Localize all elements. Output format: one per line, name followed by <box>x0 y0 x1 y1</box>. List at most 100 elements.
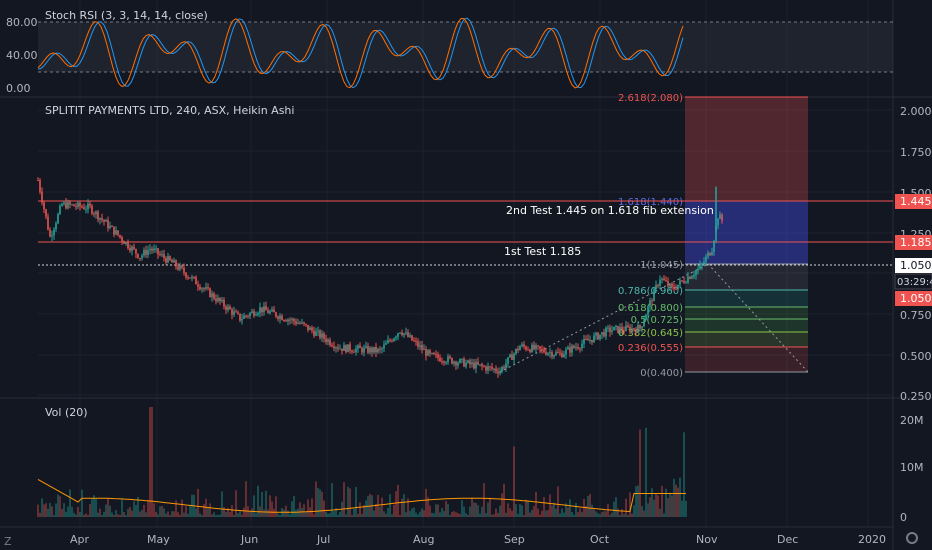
candle-body <box>649 300 651 307</box>
candle-body <box>137 253 139 259</box>
candle-body <box>611 330 613 332</box>
volume-bar <box>511 510 513 517</box>
candle-body <box>105 220 107 222</box>
candle-body <box>303 322 305 324</box>
volume-bar <box>295 509 297 517</box>
volume-bar <box>81 489 83 517</box>
volume-bar <box>141 509 143 517</box>
candle-body <box>585 339 587 341</box>
candle-body <box>221 299 223 302</box>
candle-body <box>515 348 517 354</box>
volume-bar <box>149 407 151 517</box>
candle-body <box>613 326 615 331</box>
volume-bar <box>587 495 589 517</box>
volume-bar <box>195 508 197 517</box>
candle-body <box>317 330 319 332</box>
volume-bar <box>127 508 129 517</box>
volume-bar <box>181 499 183 517</box>
candle-body <box>421 345 423 350</box>
volume-bar <box>107 498 109 517</box>
candle-body <box>103 219 105 222</box>
volume-bar <box>557 486 559 517</box>
candle-body <box>447 356 449 363</box>
candle-body <box>359 345 361 349</box>
candle-body <box>127 241 129 249</box>
volume-bar <box>321 491 323 517</box>
zoom-icon[interactable]: Z <box>4 535 12 548</box>
fib-label-1: 1.618(1.440) <box>618 197 683 208</box>
candle-body <box>61 204 63 206</box>
candle-body <box>93 213 95 215</box>
candle-body <box>321 333 323 338</box>
candle-body <box>285 320 287 322</box>
candle-body <box>301 322 303 324</box>
candle-body <box>393 338 395 342</box>
candle-body <box>687 276 689 283</box>
price-tag-1185-text: 1.185 <box>900 236 932 249</box>
candle-body <box>581 343 583 349</box>
candle-body <box>369 347 371 353</box>
volume-bar <box>87 514 89 517</box>
volume-bar <box>683 432 685 517</box>
candle-body <box>523 344 525 347</box>
candle-body <box>633 328 635 330</box>
candle-body <box>605 327 607 337</box>
annotation-2nd-test: 2nd Test 1.445 on 1.618 fib extension <box>506 204 714 217</box>
candle-body <box>229 306 231 310</box>
volume-bar <box>303 504 305 517</box>
candle-body <box>153 248 155 251</box>
candle-body <box>355 348 357 353</box>
candle-body <box>677 284 679 290</box>
volume-bar <box>239 511 241 517</box>
candle-body <box>625 325 627 332</box>
candle-body <box>283 320 285 322</box>
candle-body <box>637 325 639 333</box>
volume-bar <box>65 511 67 517</box>
candle-body <box>203 288 205 290</box>
candle-body <box>415 340 417 342</box>
volume-bar <box>409 510 411 517</box>
candle-body <box>413 340 415 342</box>
candle-body <box>87 203 89 210</box>
volume-bar <box>155 512 157 517</box>
candle-body <box>257 313 259 315</box>
time-label-jun: Jun <box>240 533 258 546</box>
candle-body <box>641 326 643 329</box>
volume-bar <box>163 508 165 517</box>
volume-bar <box>473 502 475 517</box>
volume-bar <box>439 512 441 517</box>
settings-gear-icon[interactable] <box>906 532 918 544</box>
candle-body <box>271 309 273 312</box>
countdown-text: 03:29:47 <box>897 277 932 288</box>
volume-bar <box>323 500 325 517</box>
volume-bar <box>569 499 571 517</box>
volume-bar <box>135 505 137 517</box>
volume-bar <box>391 514 393 517</box>
candle-body <box>721 214 723 221</box>
volume-bar <box>499 505 501 517</box>
candle-body <box>451 357 453 364</box>
volume-bar <box>47 508 49 517</box>
volume-bar <box>205 498 207 517</box>
volume-bar <box>547 510 549 517</box>
candle-body <box>97 211 99 220</box>
volume-bar <box>359 502 361 517</box>
candle-body <box>507 357 509 364</box>
candle-body <box>639 325 641 329</box>
candle-body <box>79 202 81 207</box>
fib-label-4: 0.618(0.800) <box>618 303 683 314</box>
candle-body <box>319 330 321 338</box>
volume-bar <box>427 497 429 517</box>
volume-bar <box>43 504 45 517</box>
volume-bar <box>633 505 635 517</box>
candle-body <box>291 319 293 321</box>
candle-body <box>485 366 487 371</box>
fib-zone-blue <box>685 201 808 264</box>
volume-bar <box>515 504 517 517</box>
volume-bar <box>535 491 537 517</box>
fib-zone-382 <box>685 332 808 347</box>
candle-body <box>351 350 353 352</box>
candle-body <box>621 327 623 331</box>
candle-body <box>143 250 145 256</box>
candle-body <box>601 332 603 335</box>
